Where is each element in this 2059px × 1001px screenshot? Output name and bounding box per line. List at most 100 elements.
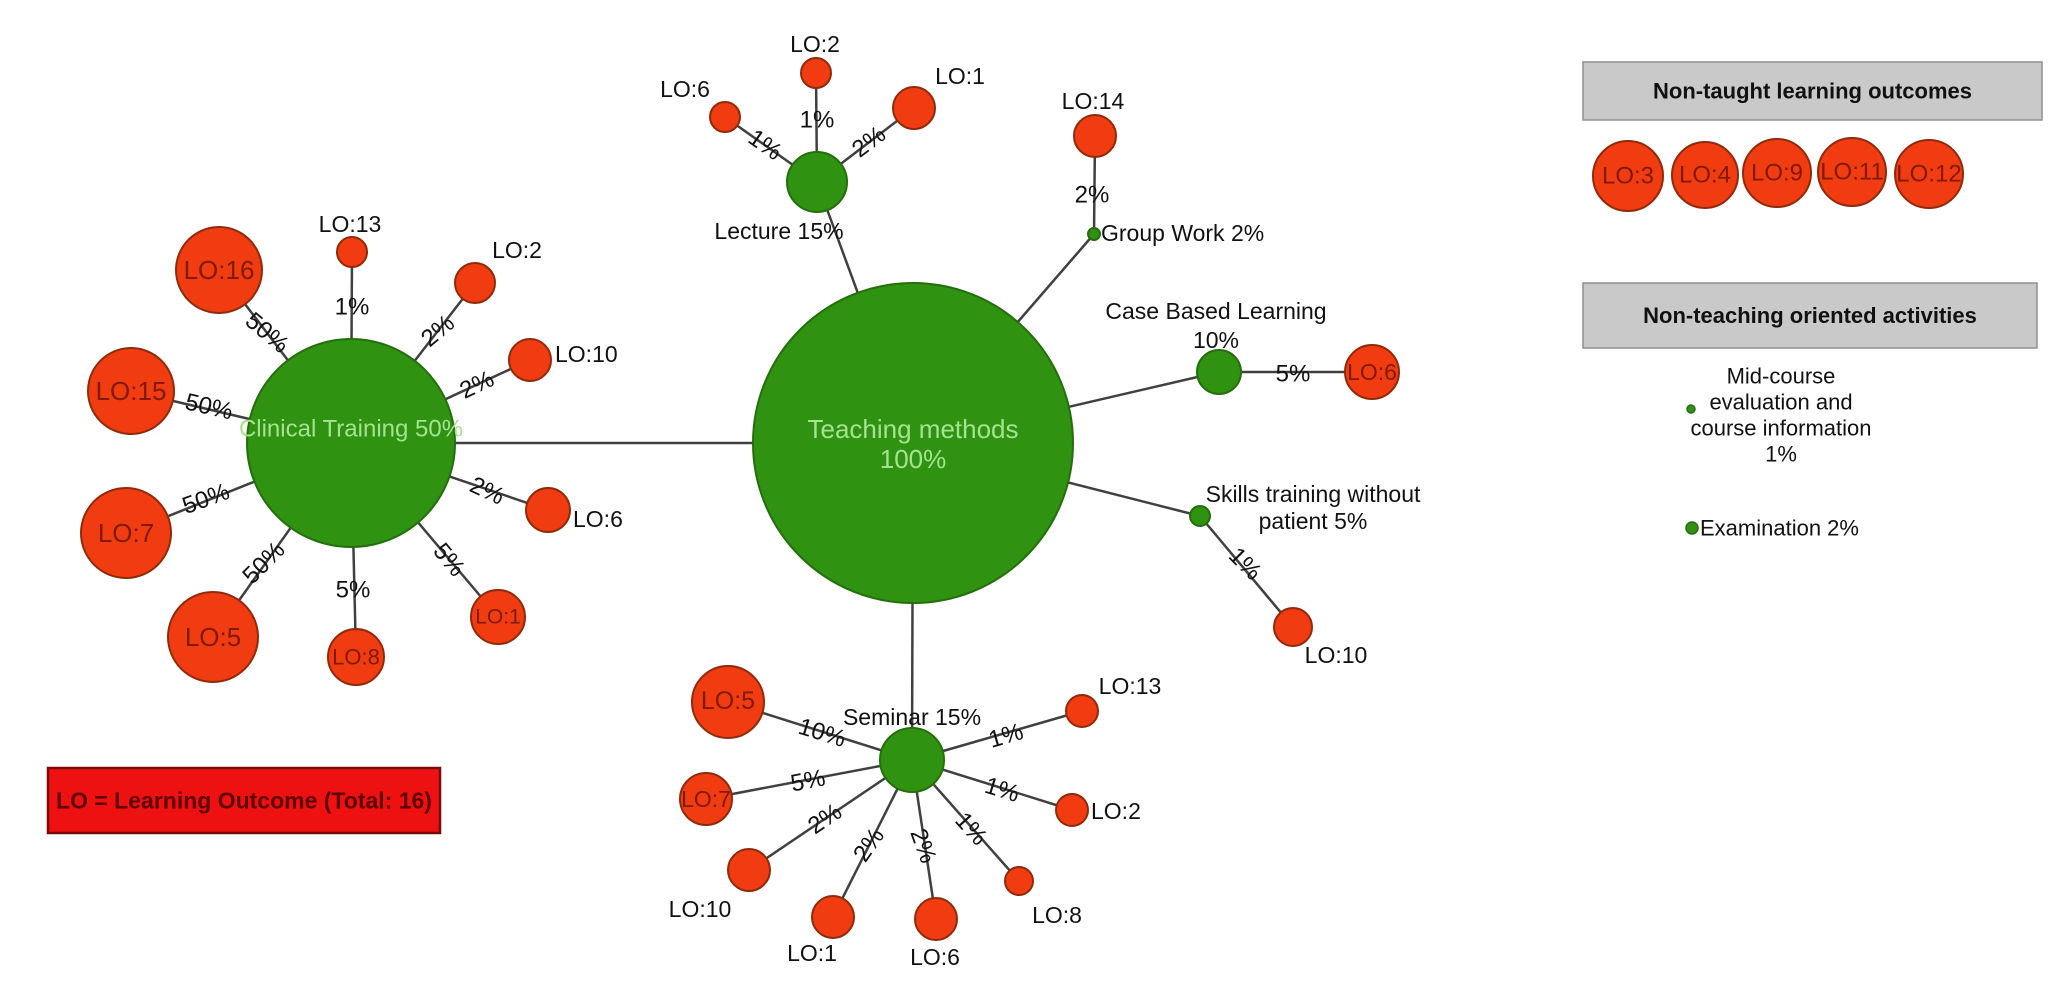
edge-label-lecture-lec_lo2: 1% [800, 107, 835, 134]
panel-non-taught-header-box [1582, 61, 2043, 121]
node-label-seminar: Seminar 15% [843, 704, 981, 730]
node-label-sem_lo10: LO:10 [669, 896, 732, 922]
node-label-sem_lo13: LO:13 [1099, 673, 1162, 699]
edge-label-lecture-lec_lo1: 2% [847, 121, 891, 163]
node-cbl [1196, 349, 1242, 395]
node-ct_lo2 [454, 262, 496, 304]
node-label-skills-line-1: patient 5% [1259, 508, 1368, 534]
node-ct_lo16 [175, 226, 263, 314]
node-label-ct_lo8: LO:8 [332, 645, 380, 670]
edge-label-ct-ct_lo13: 1% [335, 294, 370, 321]
node-leg_lo11 [1817, 137, 1887, 207]
node-ct_lo1 [470, 589, 526, 645]
node-sem_lo10 [727, 848, 771, 892]
node-label-sem_lo8: LO:8 [1032, 902, 1082, 928]
edge-label-seminar-sem_lo13: 1% [986, 718, 1027, 754]
edge-label-ct-ct_lo15: 50% [183, 388, 236, 425]
edge-label-cbl-cbl_lo6: 5% [1276, 361, 1311, 388]
node-label-groupwork: Group Work 2% [1101, 220, 1264, 246]
node-label-skills-line-0: Skills training without [1206, 481, 1421, 507]
node-label-sem_lo1: LO:1 [787, 940, 837, 966]
node-lec_lo1 [892, 86, 936, 130]
node-label-cbl-line-1: 10% [1193, 327, 1239, 353]
node-label-ct_lo5: LO:5 [185, 622, 241, 652]
item-examination-line-0: Examination 2% [1700, 516, 1859, 541]
node-label-leg_lo3: LO:3 [1602, 163, 1654, 190]
edge-label-ct-ct_lo8: 5% [336, 577, 371, 604]
node-ct_lo6 [525, 487, 571, 533]
node-sem_lo1 [811, 895, 855, 939]
node-leg_lo12 [1894, 139, 1964, 209]
node-label-ct: Clinical Training 50% [239, 416, 463, 443]
node-sem_lo8 [1004, 866, 1034, 896]
node-label-sem_lo7: LO:7 [681, 786, 731, 812]
node-label-tm-line-1: 100% [880, 444, 947, 474]
legend-box [46, 766, 442, 835]
edge-label-seminar-sem_lo6: 2% [904, 825, 941, 867]
node-sem_lo6 [914, 897, 958, 941]
node-tm [752, 282, 1074, 604]
edge-label-seminar-sem_lo5: 10% [795, 713, 849, 753]
node-label-lec_lo6: LO:6 [660, 76, 710, 102]
node-sem_lo2 [1055, 793, 1089, 827]
edge-label-groupwork-lo14: 2% [1075, 182, 1110, 209]
edge-label-seminar-sem_lo7: 5% [788, 764, 827, 797]
node-lecture [786, 151, 848, 213]
node-sem_lo13 [1065, 694, 1099, 728]
node-label-leg_lo11: LO:11 [1820, 159, 1884, 186]
edge-label-ct-ct_lo2: 2% [416, 310, 460, 353]
node-label-tm-line-0: Teaching methods [807, 414, 1018, 444]
item-midcourse-line-0: Mid-course [1727, 364, 1836, 389]
node-seminar [879, 727, 945, 793]
node-label-ct_lo15: LO:15 [96, 376, 167, 406]
node-label-ct_lo7: LO:7 [98, 518, 154, 548]
dot-examination [1685, 521, 1699, 535]
node-label-leg_lo12: LO:12 [1896, 161, 1961, 188]
edge-label-ct-ct_lo10: 2% [456, 365, 499, 404]
node-label-ct_lo16: LO:16 [184, 255, 255, 285]
node-ct [246, 338, 456, 548]
edge-skills-skills_lo10 [1199, 515, 1294, 628]
node-ct_lo10 [508, 338, 552, 382]
node-cbl_lo6 [1344, 344, 1400, 400]
node-ct_lo15 [87, 347, 175, 435]
edge-label-seminar-sem_lo1: 2% [848, 823, 890, 867]
edge-label-seminar-sem_lo10: 2% [803, 798, 847, 840]
dot-midcourse [1686, 404, 1696, 414]
node-lo14 [1073, 114, 1117, 158]
edge-label-skills-skills_lo10: 1% [1223, 542, 1267, 586]
node-label-leg_lo4: LO:4 [1679, 162, 1731, 189]
node-label-lec_lo2: LO:2 [790, 31, 840, 57]
node-sem_lo5 [691, 665, 765, 739]
item-midcourse-line-2: course information [1691, 416, 1872, 441]
node-leg_lo3 [1592, 140, 1664, 212]
legend-box-label: LO = Learning Outcome (Total: 16) [56, 788, 432, 814]
node-label-sem_lo5: LO:5 [701, 687, 755, 715]
panel-non-teaching-header-box [1582, 282, 2038, 349]
node-skills_lo10 [1273, 607, 1313, 647]
node-label-ct_lo2: LO:2 [492, 237, 542, 263]
node-label-lec_lo1: LO:1 [935, 63, 985, 89]
node-label-cbl_lo6: LO:6 [1347, 359, 1397, 385]
node-label-sem_lo6: LO:6 [910, 944, 960, 970]
node-label-sem_lo2: LO:2 [1091, 798, 1141, 824]
edge-label-lecture-lec_lo6: 1% [743, 124, 787, 166]
item-midcourse-line-3: 1% [1765, 442, 1797, 467]
edge-label-ct-ct_lo7: 50% [179, 478, 233, 520]
node-groupwork [1087, 227, 1101, 241]
node-leg_lo9 [1742, 138, 1812, 208]
node-label-ct_lo13: LO:13 [319, 211, 382, 237]
node-label-lecture: Lecture 15% [714, 218, 843, 244]
node-lec_lo6 [709, 101, 741, 133]
edge-label-ct-ct_lo16: 50% [240, 307, 294, 359]
node-ct_lo8 [327, 628, 385, 686]
node-label-leg_lo9: LO:9 [1751, 160, 1803, 187]
node-ct_lo7 [80, 487, 172, 579]
panel-non-teaching-title: Non-teaching oriented activities [1643, 303, 1977, 328]
node-label-cbl-line-0: Case Based Learning [1105, 298, 1326, 324]
node-ct_lo5 [167, 591, 259, 683]
node-skills [1189, 505, 1211, 527]
node-label-ct_lo10: LO:10 [555, 341, 618, 367]
